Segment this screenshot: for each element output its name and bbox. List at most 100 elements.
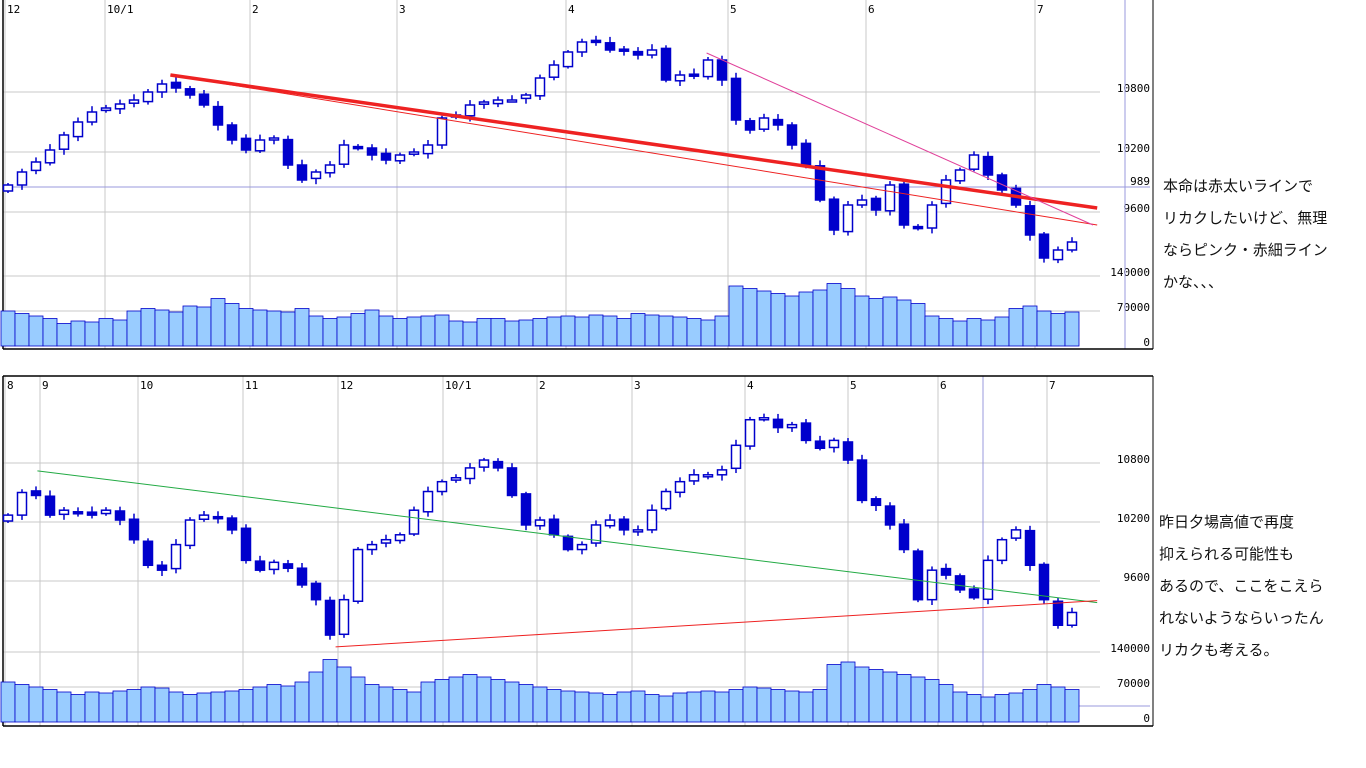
volume-bar bbox=[308, 671, 324, 723]
candle-up bbox=[44, 149, 56, 164]
note-bottom: 昨日夕場高値で再度 抑えられる可能性も あるので、ここをこえら れないようならい… bbox=[1159, 506, 1324, 666]
candle-up bbox=[674, 74, 686, 82]
volume-bar bbox=[868, 298, 884, 347]
candle-down bbox=[800, 422, 812, 442]
candle-up bbox=[926, 569, 938, 601]
x-tick-label: 9 bbox=[42, 379, 49, 392]
candle-down bbox=[996, 174, 1008, 191]
volume-bar bbox=[252, 309, 268, 347]
candle-down bbox=[226, 124, 238, 141]
volume-bar bbox=[322, 659, 338, 723]
volume-bar bbox=[280, 685, 296, 723]
x-tick-label: 7 bbox=[1049, 379, 1056, 392]
volume-bar bbox=[602, 694, 618, 723]
y-tick-label: 9600 bbox=[1124, 202, 1151, 215]
volume-bar bbox=[98, 692, 114, 723]
candle-up bbox=[562, 51, 574, 68]
candle-up bbox=[744, 418, 756, 447]
candle-down bbox=[520, 493, 532, 526]
volume-bar bbox=[182, 305, 198, 347]
candle-up bbox=[100, 509, 112, 515]
volume-bar bbox=[322, 318, 338, 347]
volume-bar bbox=[826, 283, 842, 347]
candle-up bbox=[436, 117, 448, 146]
candle-up bbox=[100, 107, 112, 112]
candle-down bbox=[170, 81, 182, 89]
x-tick-label: 6 bbox=[940, 379, 947, 392]
volume-bar bbox=[770, 689, 786, 723]
volume-bar bbox=[896, 674, 912, 723]
volume-bar bbox=[518, 319, 534, 347]
candle-down bbox=[772, 418, 784, 429]
candle-down bbox=[940, 567, 952, 576]
volume-bar bbox=[42, 689, 58, 723]
volume-bar bbox=[84, 691, 100, 723]
candle-up bbox=[968, 154, 980, 170]
candle-up bbox=[492, 99, 504, 105]
volume-bar bbox=[868, 669, 884, 723]
candle-up bbox=[58, 134, 70, 150]
volume-bar bbox=[224, 303, 240, 347]
volume-bar bbox=[798, 291, 814, 347]
volume-bar bbox=[952, 691, 968, 723]
candle-up bbox=[478, 101, 490, 105]
x-tick-label: 5 bbox=[850, 379, 857, 392]
x-tick-label: 6 bbox=[868, 3, 875, 16]
candle-up bbox=[674, 480, 686, 494]
volume-bar bbox=[294, 681, 310, 723]
candle-down bbox=[282, 563, 294, 569]
candle-up bbox=[758, 417, 770, 421]
volume-bar bbox=[630, 690, 646, 723]
candle-down bbox=[618, 48, 630, 52]
volume-bar bbox=[602, 315, 618, 347]
candle-up bbox=[520, 94, 532, 100]
volume-bar bbox=[616, 318, 632, 347]
candle-down bbox=[982, 155, 994, 176]
candle-up bbox=[632, 529, 644, 533]
candle-up bbox=[30, 161, 42, 172]
volume-bar bbox=[196, 692, 212, 723]
candle-down bbox=[142, 540, 154, 567]
volume-bar bbox=[238, 689, 254, 723]
candle-down bbox=[898, 183, 910, 226]
candle-down bbox=[240, 137, 252, 151]
candle-up bbox=[660, 490, 672, 510]
volume-bar bbox=[518, 684, 534, 723]
y-tick-label: 10800 bbox=[1117, 453, 1150, 466]
volume-bar bbox=[126, 310, 142, 347]
volume-bar bbox=[378, 686, 394, 723]
volume-bar bbox=[238, 308, 254, 347]
volume-bar bbox=[728, 689, 744, 723]
volume-bar bbox=[56, 691, 72, 723]
candle-up bbox=[2, 184, 14, 192]
candle-down bbox=[1024, 205, 1036, 236]
candle-up bbox=[436, 480, 448, 493]
volume-bar bbox=[210, 298, 226, 347]
candle-up bbox=[380, 538, 392, 544]
candle-up bbox=[352, 548, 364, 603]
candle-up bbox=[842, 204, 854, 233]
volume-bar bbox=[1022, 305, 1038, 347]
volume-tick-label: 0 bbox=[1143, 712, 1150, 725]
candle-down bbox=[366, 147, 378, 156]
candle-up bbox=[1066, 241, 1078, 251]
volume-bar bbox=[658, 695, 674, 723]
volume-bar bbox=[560, 315, 576, 347]
volume-bar bbox=[336, 666, 352, 723]
x-tick-label: 7 bbox=[1037, 3, 1044, 16]
volume-tick-label: 0 bbox=[1143, 336, 1150, 349]
candle-down bbox=[548, 518, 560, 536]
candle-up bbox=[16, 491, 28, 516]
note-line: 昨日夕場高値で再度 bbox=[1159, 513, 1295, 531]
volume-bar bbox=[350, 676, 366, 723]
note-line: あるので、ここをこえら bbox=[1159, 577, 1324, 595]
candle-down bbox=[254, 560, 266, 571]
volume-bar bbox=[224, 690, 240, 723]
candle-up bbox=[590, 524, 602, 544]
candle-up bbox=[268, 561, 280, 571]
candle-down bbox=[856, 459, 868, 502]
volume-bar bbox=[266, 684, 282, 723]
trend-line bbox=[37, 470, 1098, 604]
x-tick-label: 5 bbox=[730, 3, 737, 16]
candle-down bbox=[1038, 233, 1050, 259]
